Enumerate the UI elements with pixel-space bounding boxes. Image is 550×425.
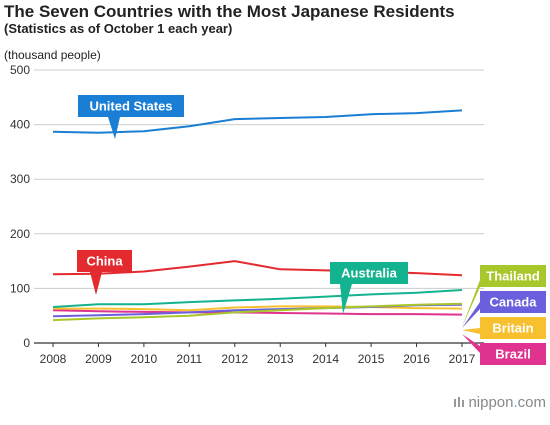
x-tick-label: 2011	[176, 352, 202, 366]
callout-text: Australia	[341, 266, 397, 281]
brand-watermark: nippon.com	[453, 394, 546, 411]
series-line-australia	[52, 289, 463, 308]
x-tick-label: 2014	[312, 352, 339, 366]
callout-box	[78, 95, 184, 117]
y-axis-unit-label: (thousand people)	[4, 48, 101, 62]
callout-pointer	[90, 272, 102, 295]
series-line-brazil	[52, 309, 463, 316]
callout-box	[480, 317, 546, 339]
y-tick-label: 500	[10, 63, 30, 77]
callout-text: China	[86, 254, 123, 269]
x-tick-label: 2008	[40, 352, 67, 366]
callout-pointer	[108, 117, 120, 139]
y-tick-labels: 0 100 200 300 400 500	[10, 63, 30, 350]
series-line-united-states	[52, 109, 463, 134]
callout-text: United States	[89, 99, 172, 114]
brand-suffix: com	[517, 394, 546, 411]
callout-box	[480, 343, 546, 365]
callout-text: Canada	[490, 295, 538, 310]
x-tick-label: 2009	[85, 352, 112, 366]
callout-box	[480, 265, 546, 287]
series-label-china: China	[77, 250, 132, 295]
callout-text: Thailand	[486, 269, 540, 284]
brand-prefix: nippon	[468, 394, 514, 411]
x-tick-label: 2015	[358, 352, 385, 366]
x-tick-labels: 2008 2009 2010 2011 2012 2013 2014 2015 2016 2017	[40, 343, 476, 366]
callout-pointer	[462, 302, 480, 328]
x-tick-label: 2016	[403, 352, 430, 366]
series-label-united-states: United States	[78, 95, 184, 139]
series-line-britain	[53, 305, 463, 312]
series-labels: United States China Australia Thailand Canad…	[77, 95, 546, 365]
x-tick-label: 2017	[449, 352, 476, 366]
callout-box	[330, 262, 408, 284]
callout-pointer	[340, 284, 352, 314]
callout-pointer	[462, 328, 480, 334]
brand-dot: .	[513, 394, 518, 411]
series-label-britain: Britain	[462, 317, 546, 339]
series-lines	[52, 109, 463, 322]
x-tick-label: 2012	[221, 352, 248, 366]
series-label-australia: Australia	[330, 262, 408, 314]
y-tick-label: 400	[10, 118, 30, 132]
grid-lines	[34, 69, 484, 344]
series-label-canada: Canada	[462, 291, 546, 328]
series-line-thailand	[52, 302, 463, 322]
x-tick-label: 2010	[131, 352, 158, 366]
series-label-thailand: Thailand	[462, 265, 546, 327]
callout-box	[480, 291, 546, 313]
chart-title: The Seven Countries with the Most Japane…	[4, 2, 455, 21]
callout-pointer	[462, 280, 480, 327]
callout-pointer	[462, 334, 480, 353]
chart-subtitle: (Statistics as of October 1 each year)	[4, 21, 233, 36]
y-tick-label: 0	[23, 336, 30, 350]
y-tick-label: 300	[10, 172, 30, 186]
nippon-logo-icon	[454, 397, 465, 407]
y-tick-label: 100	[10, 281, 30, 295]
callout-box	[77, 250, 132, 272]
callout-text: Britain	[492, 321, 533, 336]
y-tick-label: 200	[10, 227, 30, 241]
callout-text: Brazil	[495, 347, 530, 362]
x-tick-label: 2013	[267, 352, 294, 366]
series-label-brazil: Brazil	[462, 334, 546, 365]
